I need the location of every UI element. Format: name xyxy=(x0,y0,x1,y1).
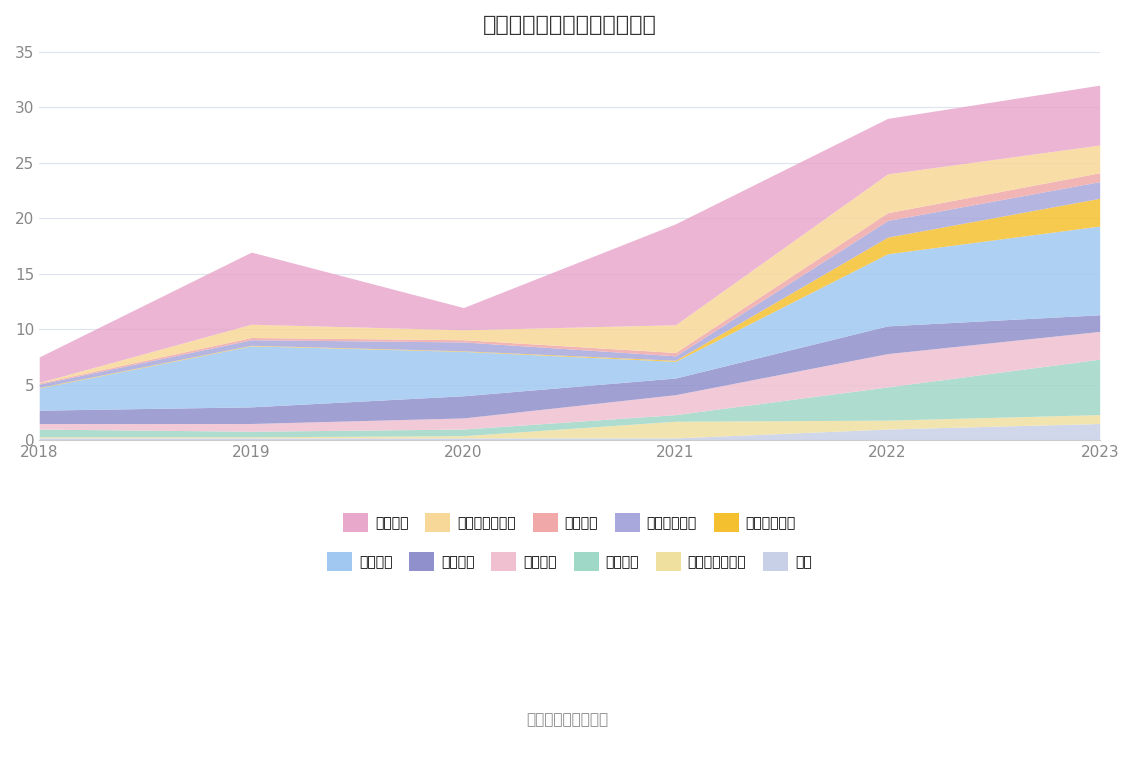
Title: 历年主要资产堆积图（亿元）: 历年主要资产堆积图（亿元） xyxy=(483,15,657,35)
Legend: 固定资产, 在建工程, 无形资产, 开发支出, 其他非流动资产, 其它: 固定资产, 在建工程, 无形资产, 开发支出, 其他非流动资产, 其它 xyxy=(322,546,818,577)
Text: 数据来源：恒生聚源: 数据来源：恒生聚源 xyxy=(526,712,608,727)
